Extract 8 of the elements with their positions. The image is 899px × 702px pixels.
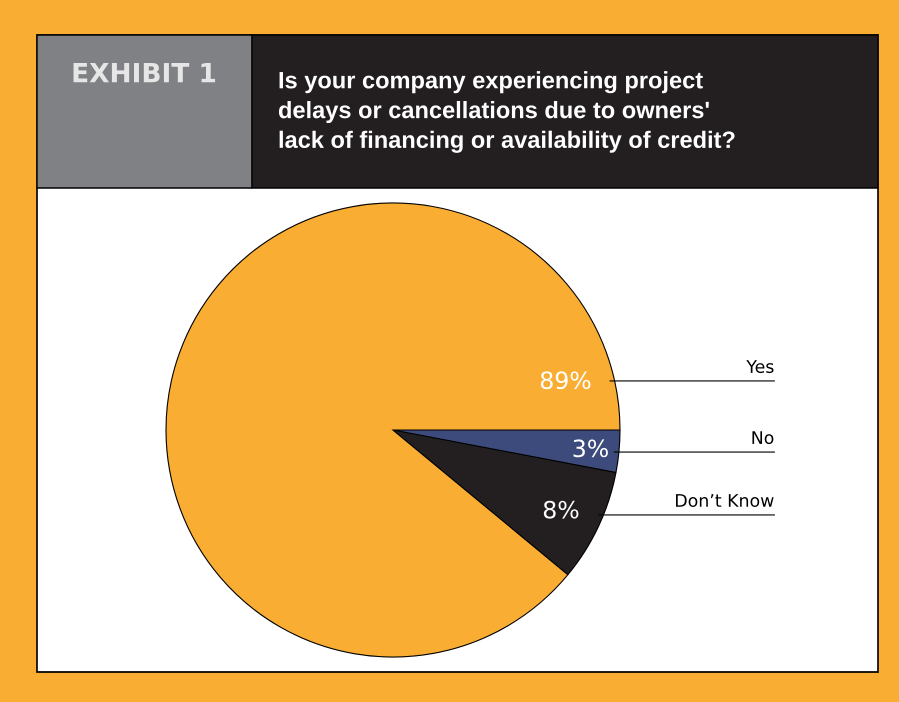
data-label: 89% — [540, 371, 590, 390]
slice-label: Don’t Know — [676, 494, 774, 507]
data-label: 8% — [544, 500, 578, 519]
slice-label: Yes — [746, 360, 774, 374]
slice-label: No — [752, 431, 774, 444]
chart-title: EXHIBIT 1 — [74, 63, 216, 82]
data-label: 3% — [574, 439, 608, 458]
chart-subtitle: Is your company experiencing project delays or cancellations due to owners' lack of financing or availability of credit? — [278, 71, 735, 153]
